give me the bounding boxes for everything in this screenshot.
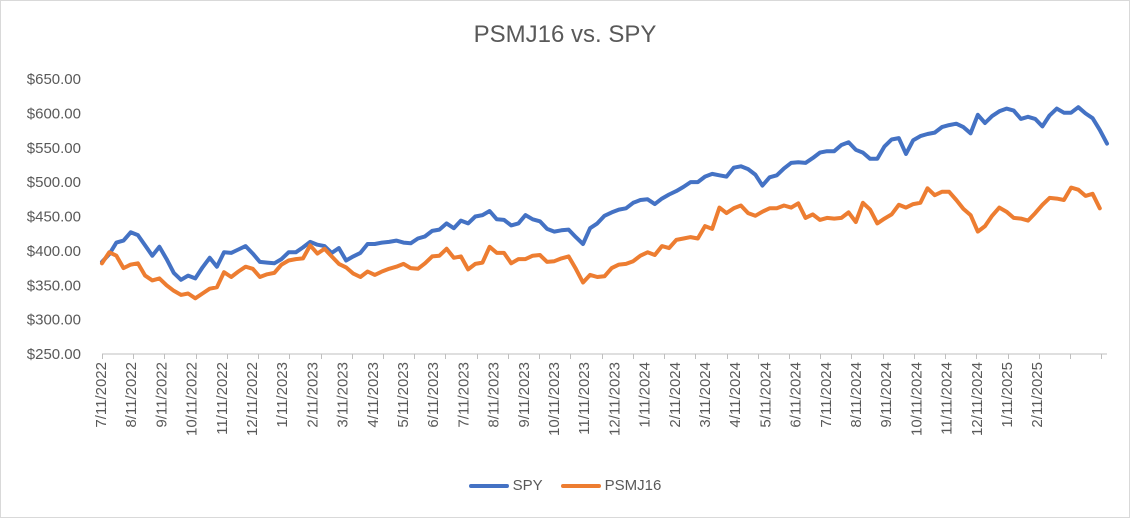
legend: SPY PSMJ16 bbox=[1, 477, 1129, 494]
x-tick-label: 2/11/2023 bbox=[304, 362, 321, 428]
x-tick-label: 1/11/2024 bbox=[637, 362, 654, 428]
x-tick-label: 12/11/2022 bbox=[244, 362, 261, 436]
legend-label-spy: SPY bbox=[512, 477, 543, 494]
x-tick-label: 7/11/2024 bbox=[818, 362, 835, 428]
y-tick-label: $250.00 bbox=[27, 346, 81, 363]
x-tick-label: 10/11/2022 bbox=[184, 362, 201, 436]
x-tick-label: 11/11/2022 bbox=[214, 362, 231, 435]
x-tick-label: 10/11/2023 bbox=[546, 362, 563, 436]
x-tick-label: 8/11/2023 bbox=[486, 362, 503, 428]
x-tick-label: 9/11/2022 bbox=[153, 362, 170, 428]
x-tick-label: 3/11/2023 bbox=[335, 362, 352, 428]
x-tick-label: 1/11/2023 bbox=[274, 362, 291, 428]
x-tick-label: 6/11/2023 bbox=[425, 362, 442, 428]
y-tick-label: $450.00 bbox=[27, 209, 81, 226]
x-tick-label: 11/11/2024 bbox=[939, 362, 956, 435]
x-tick-label: 5/11/2023 bbox=[395, 362, 412, 428]
chart-title: PSMJ16 vs. SPY bbox=[473, 21, 657, 48]
y-tick-label: $350.00 bbox=[27, 277, 81, 294]
x-tick-label: 10/11/2024 bbox=[908, 362, 925, 436]
x-tick-label: 8/11/2022 bbox=[123, 362, 140, 428]
y-tick-label: $550.00 bbox=[27, 140, 81, 157]
y-tick-label: $500.00 bbox=[27, 174, 81, 191]
series-line-spy bbox=[100, 105, 1109, 282]
x-tick-label: 5/11/2024 bbox=[757, 362, 774, 428]
x-tick-label: 1/11/2025 bbox=[999, 362, 1016, 428]
y-tick-label: $300.00 bbox=[27, 312, 81, 329]
x-tick-label: 2/11/2025 bbox=[1029, 362, 1046, 428]
x-tick-label: 7/11/2023 bbox=[455, 362, 472, 428]
x-tick-label: 3/11/2024 bbox=[697, 362, 714, 428]
x-tick-label: 6/11/2024 bbox=[788, 362, 805, 428]
x-tick-label: 7/11/2022 bbox=[93, 362, 110, 428]
x-tick-label: 9/11/2023 bbox=[516, 362, 533, 428]
x-tick-label: 4/11/2023 bbox=[365, 362, 382, 428]
x-tick-label: 12/11/2024 bbox=[969, 362, 986, 436]
legend-swatch-psmj16 bbox=[560, 483, 601, 488]
x-tick-label: 11/11/2023 bbox=[576, 362, 593, 435]
y-tick-label: $650.00 bbox=[27, 71, 81, 88]
x-tick-label: 2/11/2024 bbox=[667, 362, 684, 428]
x-tick-label: 4/11/2024 bbox=[727, 362, 744, 428]
x-tick-label: 9/11/2024 bbox=[878, 362, 895, 428]
y-tick-label: $400.00 bbox=[27, 243, 81, 260]
legend-swatch-spy bbox=[468, 483, 509, 488]
legend-label-psmj16: PSMJ16 bbox=[604, 477, 662, 494]
y-tick-label: $600.00 bbox=[27, 105, 81, 122]
series-line-psmj16 bbox=[100, 185, 1102, 301]
legend-item-spy: SPY bbox=[468, 477, 543, 494]
x-tick-label: 8/11/2024 bbox=[848, 362, 865, 428]
legend-item-psmj16: PSMJ16 bbox=[560, 477, 662, 494]
x-tick-label: 12/11/2023 bbox=[606, 362, 623, 436]
